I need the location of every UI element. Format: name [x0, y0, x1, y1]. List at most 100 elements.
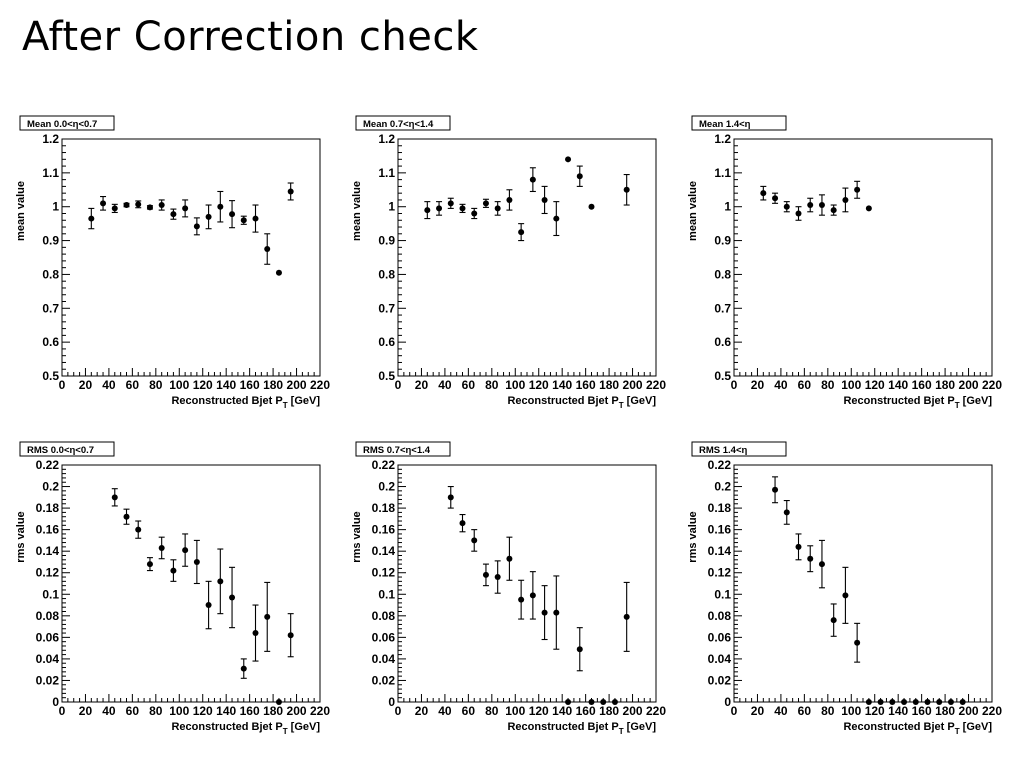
data-point	[240, 665, 247, 672]
y-tick-label: 0.06	[36, 630, 60, 644]
data-point	[529, 176, 536, 183]
data-point	[494, 574, 501, 581]
x-tick-label: 120	[529, 378, 549, 392]
panel-title: Mean 0.0<η<0.7	[27, 119, 97, 130]
data-point	[182, 205, 189, 212]
y-tick-label: 1.1	[714, 166, 731, 180]
x-tick-label: 80	[821, 378, 835, 392]
x-tick-label: 140	[216, 704, 236, 718]
data-point	[518, 229, 525, 236]
data-point	[264, 246, 271, 253]
data-point	[623, 186, 630, 193]
data-point	[170, 211, 177, 218]
y-tick-label: 1	[388, 200, 395, 214]
x-axis-title: Reconstructed Bjet PT [GeV]	[171, 721, 320, 736]
y-tick-label: 0.6	[378, 335, 395, 349]
x-tick-label: 160	[240, 704, 260, 718]
data-point	[193, 223, 200, 230]
data-point	[217, 578, 224, 585]
panel-title: RMS 0.0<η<0.7	[27, 445, 94, 456]
x-tick-label: 220	[982, 378, 1002, 392]
x-axis-title: Reconstructed Bjet PT [GeV]	[507, 721, 656, 736]
y-tick-label: 1.2	[714, 132, 731, 146]
data-point	[424, 207, 431, 214]
y-axis-title: mean value	[15, 181, 27, 241]
plot-frame	[397, 138, 657, 377]
y-tick-label: 0.1	[378, 587, 395, 601]
y-tick-label: 1.2	[378, 132, 395, 146]
y-tick-label: 0.5	[714, 369, 731, 383]
data-point	[565, 156, 572, 163]
data-point	[135, 526, 142, 533]
x-tick-label: 200	[623, 378, 643, 392]
data-point	[275, 699, 282, 705]
y-tick-label: 0.04	[36, 652, 60, 666]
data-point	[287, 632, 294, 639]
x-tick-label: 120	[193, 378, 213, 392]
x-tick-label: 80	[149, 704, 163, 718]
x-tick-label: 200	[959, 378, 979, 392]
y-tick-label: 0.22	[708, 458, 732, 472]
y-tick-label: 0.02	[372, 673, 396, 687]
x-axis-title: Reconstructed Bjet PT [GeV]	[171, 395, 320, 410]
y-tick-label: 0.6	[42, 335, 59, 349]
x-tick-label: 80	[485, 704, 499, 718]
data-point	[459, 520, 466, 527]
data-point	[760, 190, 767, 197]
data-point	[553, 609, 560, 616]
x-tick-label: 40	[438, 704, 452, 718]
y-tick-label: 0.7	[714, 301, 731, 315]
y-tick-label: 0.22	[372, 458, 396, 472]
x-tick-label: 60	[462, 378, 476, 392]
x-tick-label: 200	[623, 704, 643, 718]
data-point	[264, 613, 271, 620]
data-point	[576, 173, 583, 180]
x-tick-label: 20	[415, 378, 429, 392]
data-point	[889, 699, 896, 705]
data-point	[576, 646, 583, 653]
data-point	[795, 543, 802, 550]
data-point	[158, 202, 165, 209]
data-point	[252, 630, 259, 637]
data-point	[541, 196, 548, 203]
x-tick-label: 100	[505, 378, 525, 392]
x-tick-label: 120	[529, 704, 549, 718]
x-tick-label: 20	[751, 704, 765, 718]
y-tick-label: 0.04	[708, 652, 732, 666]
y-tick-label: 0.08	[708, 609, 732, 623]
x-tick-label: 220	[646, 704, 666, 718]
x-tick-label: 160	[240, 378, 260, 392]
x-tick-label: 0	[395, 378, 402, 392]
panel-title: Mean 0.7<η<1.4	[363, 119, 434, 130]
y-tick-label: 0.02	[36, 673, 60, 687]
data-point	[135, 201, 142, 208]
plot-frame	[397, 464, 657, 703]
data-point	[229, 594, 236, 601]
y-tick-label: 0.7	[378, 301, 395, 315]
y-tick-label: 0.22	[36, 458, 60, 472]
data-point	[252, 215, 259, 222]
chart-mean-eta-1.4-up: Mean 1.4<η 0.5 0.6 0.7 0.8 0.9 1 1.1 1.2 0 20 40 60 8…	[687, 115, 1002, 410]
y-tick-label: 0.12	[708, 566, 732, 580]
data-point	[111, 494, 118, 501]
y-tick-label: 0	[724, 695, 731, 709]
x-tick-label: 40	[438, 378, 452, 392]
y-tick-label: 1	[52, 200, 59, 214]
y-tick-label: 0.5	[42, 369, 59, 383]
data-point	[854, 186, 861, 193]
chart-rms-eta-1.4-up: RMS 1.4<η 0 0.02 0.04 0.06 0.08 0.1 0.12 0.14 0.1…	[687, 441, 1002, 736]
x-tick-label: 0	[59, 704, 66, 718]
data-point	[818, 202, 825, 209]
x-tick-label: 120	[193, 704, 213, 718]
y-tick-label: 0.06	[708, 630, 732, 644]
y-tick-label: 0.18	[36, 501, 60, 515]
x-tick-label: 20	[751, 378, 765, 392]
x-axis-title: Reconstructed Bjet PT [GeV]	[843, 395, 992, 410]
x-tick-label: 160	[576, 704, 596, 718]
data-point	[471, 210, 478, 217]
x-tick-label: 40	[774, 378, 788, 392]
x-tick-label: 80	[485, 378, 499, 392]
x-tick-label: 120	[865, 704, 885, 718]
data-point	[795, 210, 802, 217]
x-tick-label: 40	[774, 704, 788, 718]
